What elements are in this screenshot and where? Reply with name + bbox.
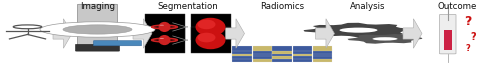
- FancyBboxPatch shape: [312, 57, 332, 62]
- Circle shape: [63, 25, 132, 34]
- FancyBboxPatch shape: [292, 52, 312, 56]
- Ellipse shape: [198, 20, 216, 29]
- Text: Analysis: Analysis: [350, 2, 385, 11]
- FancyBboxPatch shape: [292, 57, 312, 62]
- FancyBboxPatch shape: [76, 44, 120, 51]
- FancyBboxPatch shape: [444, 30, 452, 50]
- FancyBboxPatch shape: [232, 57, 252, 62]
- FancyBboxPatch shape: [272, 55, 292, 59]
- Text: ?: ?: [470, 32, 476, 42]
- FancyBboxPatch shape: [190, 27, 230, 53]
- FancyBboxPatch shape: [272, 52, 292, 56]
- FancyBboxPatch shape: [144, 27, 184, 53]
- FancyBboxPatch shape: [440, 14, 456, 54]
- FancyBboxPatch shape: [312, 49, 332, 54]
- Polygon shape: [403, 19, 422, 48]
- FancyBboxPatch shape: [232, 52, 252, 56]
- Text: Radiomics: Radiomics: [260, 2, 304, 11]
- FancyBboxPatch shape: [312, 52, 332, 56]
- Ellipse shape: [198, 33, 216, 42]
- FancyBboxPatch shape: [232, 46, 252, 51]
- FancyBboxPatch shape: [292, 49, 312, 54]
- FancyBboxPatch shape: [232, 55, 252, 59]
- FancyBboxPatch shape: [252, 46, 272, 51]
- FancyBboxPatch shape: [232, 49, 252, 54]
- FancyBboxPatch shape: [292, 46, 312, 51]
- Ellipse shape: [196, 18, 226, 36]
- Text: Outcome: Outcome: [438, 2, 477, 11]
- Polygon shape: [53, 19, 72, 48]
- Polygon shape: [304, 23, 414, 38]
- Circle shape: [40, 22, 155, 37]
- Polygon shape: [226, 19, 244, 48]
- FancyBboxPatch shape: [292, 55, 312, 59]
- FancyBboxPatch shape: [252, 52, 272, 56]
- Polygon shape: [316, 19, 334, 48]
- Polygon shape: [348, 34, 422, 44]
- FancyBboxPatch shape: [94, 41, 142, 46]
- Ellipse shape: [158, 22, 170, 32]
- Circle shape: [340, 28, 378, 33]
- Ellipse shape: [158, 35, 170, 45]
- FancyBboxPatch shape: [272, 49, 292, 54]
- Text: Imaging: Imaging: [80, 2, 115, 11]
- Text: Segmentation: Segmentation: [157, 2, 218, 11]
- FancyBboxPatch shape: [312, 55, 332, 59]
- FancyBboxPatch shape: [312, 46, 332, 51]
- Circle shape: [372, 37, 398, 41]
- FancyBboxPatch shape: [144, 14, 184, 40]
- FancyBboxPatch shape: [272, 57, 292, 62]
- FancyBboxPatch shape: [252, 57, 272, 62]
- Text: ?: ?: [465, 44, 470, 53]
- FancyBboxPatch shape: [252, 55, 272, 59]
- Polygon shape: [133, 19, 152, 48]
- Text: ?: ?: [464, 15, 471, 28]
- Ellipse shape: [196, 31, 226, 49]
- FancyBboxPatch shape: [78, 4, 118, 46]
- Circle shape: [160, 38, 164, 39]
- FancyBboxPatch shape: [190, 14, 230, 40]
- FancyBboxPatch shape: [272, 46, 292, 51]
- FancyBboxPatch shape: [252, 49, 272, 54]
